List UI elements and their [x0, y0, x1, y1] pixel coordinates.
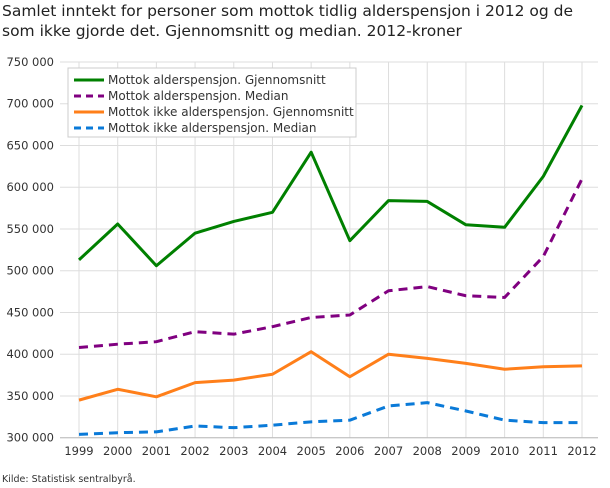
y-tick-label: 550 000: [6, 222, 54, 236]
x-tick-label: 2002: [180, 444, 209, 458]
x-tick-label: 2007: [374, 444, 403, 458]
x-tick-label: 2005: [297, 444, 326, 458]
x-tick-label: 2009: [451, 444, 480, 458]
x-tick-label: 2008: [413, 444, 442, 458]
y-tick-label: 700 000: [6, 97, 54, 111]
series-line-1: [77, 104, 584, 268]
y-tick-label: 350 000: [6, 389, 54, 403]
chart-source: Kilde: Statistisk sentralbyrå.: [2, 474, 136, 485]
y-tick-label: 750 000: [6, 55, 54, 69]
x-tick-label: 2004: [258, 444, 287, 458]
legend-label: Mottok ikke alderspensjon. Gjennomsnitt: [108, 105, 354, 119]
legend-label: Mottok alderspensjon. Median: [108, 89, 289, 103]
x-tick-label: 1999: [64, 444, 93, 458]
series-line-4: [78, 401, 582, 436]
legend-label: Mottok alderspensjon. Gjennomsnitt: [108, 73, 326, 87]
y-tick-label: 400 000: [6, 347, 54, 361]
x-tick-label: 2006: [335, 444, 364, 458]
legend-label: Mottok ikke alderspensjon. Median: [108, 121, 317, 135]
x-tick-label: 2003: [219, 444, 248, 458]
x-tick-label: 2000: [103, 444, 132, 458]
y-tick-label: 600 000: [6, 180, 54, 194]
legend-box: [67, 67, 357, 138]
x-tick-label: 2001: [142, 444, 171, 458]
y-tick-label: 650 000: [6, 138, 54, 152]
y-tick-label: 450 000: [6, 305, 54, 319]
y-tick-label: 500 000: [6, 264, 54, 278]
chart-title: Samlet inntekt for personer som mottok t…: [2, 2, 574, 40]
x-tick-label: 2010: [490, 444, 519, 458]
series-line-3: [78, 350, 583, 402]
y-tick-label: 300 000: [6, 431, 54, 445]
x-tick-label: 2012: [567, 444, 596, 458]
x-tick-label: 2011: [529, 444, 558, 458]
